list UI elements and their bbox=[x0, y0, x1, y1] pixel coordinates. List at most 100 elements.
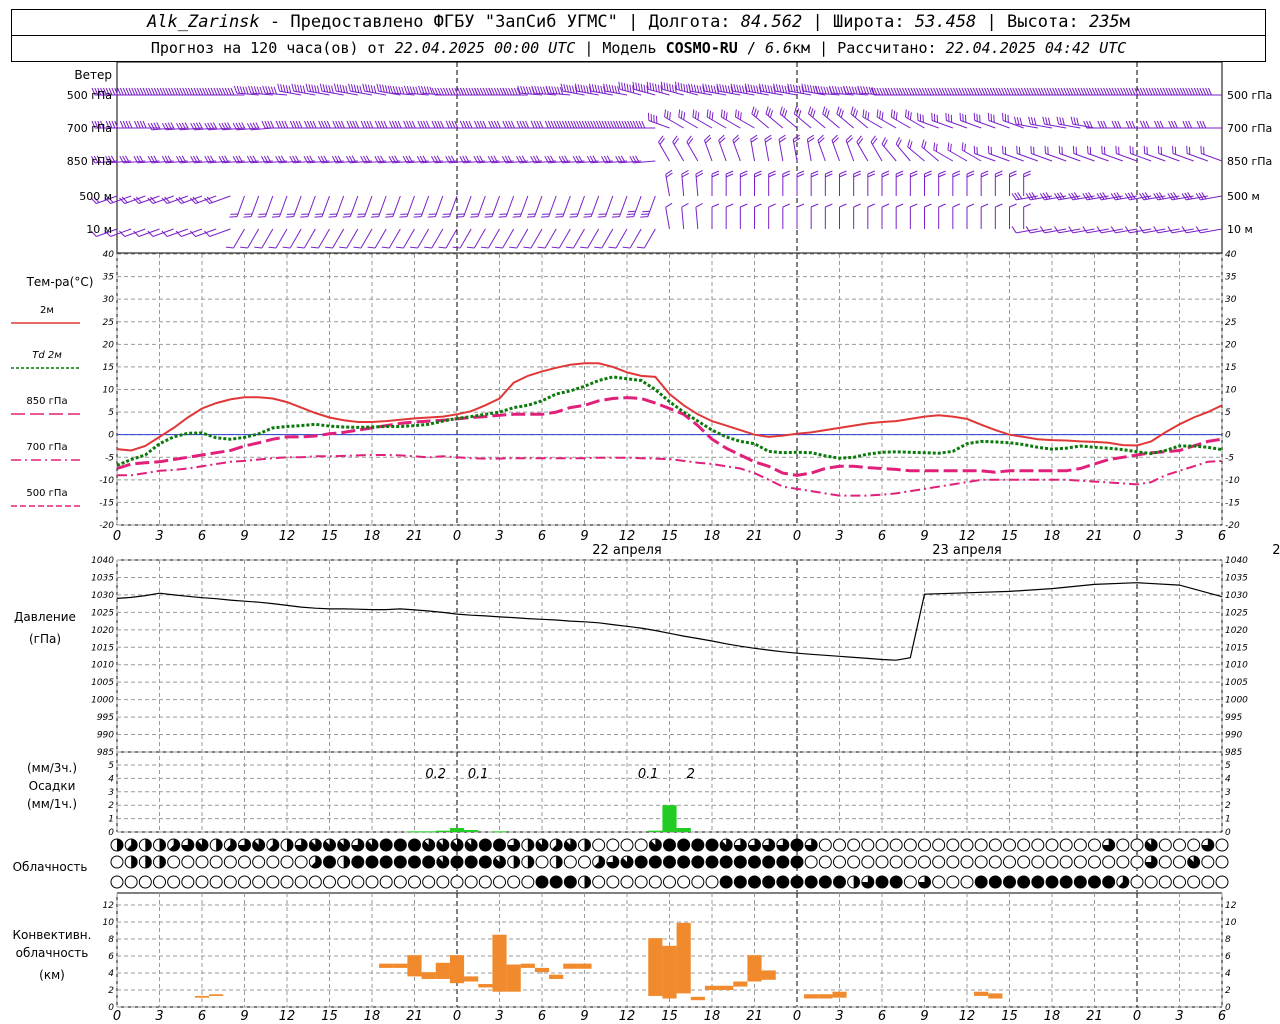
wind-barb bbox=[572, 155, 599, 164]
wind-barb-staff bbox=[236, 127, 259, 131]
wind-barb bbox=[105, 155, 132, 164]
cloud-circle bbox=[804, 855, 818, 869]
cloud-fill bbox=[791, 876, 803, 888]
cloud-symbol bbox=[238, 875, 251, 889]
wind-barb-feather bbox=[479, 87, 484, 96]
wind-barb-staff bbox=[750, 139, 755, 162]
wind-level-label: 500 м bbox=[1227, 190, 1260, 203]
precip-tick-label: 1 bbox=[108, 815, 114, 825]
cloud-symbol bbox=[974, 855, 988, 869]
cloud-symbol bbox=[804, 838, 818, 852]
wind-barb-feather bbox=[725, 203, 734, 208]
cloud-fill bbox=[323, 839, 336, 852]
cloud-symbol bbox=[1173, 855, 1186, 869]
wind-barb-feather bbox=[216, 87, 221, 96]
wind-barb-feather bbox=[1077, 87, 1082, 96]
wind-barb bbox=[808, 106, 826, 129]
cloud-circle bbox=[918, 855, 931, 869]
computed-label: Рассчитано: bbox=[837, 39, 937, 57]
wind-barb-feather bbox=[420, 120, 425, 129]
wind-barb-feather bbox=[296, 246, 305, 249]
wind-barb bbox=[890, 109, 911, 129]
wind-barb-feather bbox=[104, 197, 111, 204]
wind-barb-feather bbox=[233, 85, 238, 94]
cloud-fill bbox=[380, 839, 393, 851]
wind-barb-feather bbox=[636, 246, 645, 249]
wind-barb-staff bbox=[1186, 153, 1209, 162]
wind-barb-feather bbox=[111, 120, 116, 129]
wind-barb-feather bbox=[394, 155, 399, 163]
wind-barb bbox=[622, 228, 642, 249]
model-sep: / bbox=[746, 39, 756, 57]
wind-barb bbox=[725, 203, 734, 229]
wind-barb-feather bbox=[1145, 120, 1150, 129]
cloud-symbol bbox=[280, 838, 294, 852]
wind-barb-feather bbox=[879, 110, 881, 119]
wind-barb-feather bbox=[339, 246, 347, 249]
wind-barb-feather bbox=[854, 110, 859, 118]
cloud-fill bbox=[876, 876, 888, 888]
wind-barb-staff bbox=[289, 228, 302, 249]
cloud-symbol bbox=[308, 875, 322, 889]
cloud-circle bbox=[1158, 838, 1172, 852]
wind-barb-feather bbox=[288, 85, 292, 94]
wind-barb-feather bbox=[105, 87, 110, 96]
cloud-symbol bbox=[705, 838, 719, 852]
cloud-fill bbox=[337, 839, 350, 851]
cloud-circle bbox=[634, 838, 648, 852]
wind-barb-feather bbox=[1073, 192, 1079, 200]
wind-barb-feather bbox=[1071, 192, 1077, 200]
cloud-symbol bbox=[1187, 855, 1201, 869]
wind-barb-feather bbox=[1015, 87, 1020, 96]
cloud-circle bbox=[153, 875, 166, 889]
wind-barb-feather bbox=[353, 246, 362, 249]
wind-barb-feather bbox=[1188, 87, 1193, 96]
cloud-symbol bbox=[918, 855, 931, 869]
wind-barb-feather bbox=[1096, 193, 1102, 201]
cloud-symbol bbox=[379, 875, 393, 889]
wind-barb-feather bbox=[578, 120, 583, 129]
wind-barb-feather bbox=[870, 87, 875, 96]
wind-barb-feather bbox=[182, 87, 187, 96]
cloud-fill bbox=[408, 856, 421, 868]
wind-barb-feather bbox=[544, 120, 549, 129]
wind-barb bbox=[473, 155, 500, 164]
wind-barb-staff bbox=[236, 160, 259, 164]
wind-barb-feather bbox=[601, 120, 606, 129]
wind-barb-feather bbox=[846, 137, 854, 144]
wind-barb-staff bbox=[1200, 228, 1223, 234]
wind-barb-feather bbox=[966, 173, 975, 178]
cloud-fill bbox=[989, 876, 1002, 888]
wind-barb bbox=[1002, 112, 1024, 129]
wind-barb-feather bbox=[758, 83, 762, 92]
wind-barb bbox=[1026, 87, 1052, 96]
cloud-circle bbox=[563, 855, 577, 869]
cloud-fill bbox=[117, 839, 123, 851]
cloud-fill bbox=[833, 876, 846, 888]
wind-barb-feather bbox=[612, 120, 617, 129]
wind-barb-feather bbox=[401, 86, 405, 95]
wind-barb-feather bbox=[854, 86, 858, 95]
hour-tick-label: 21 bbox=[406, 529, 423, 544]
wind-barb-feather bbox=[264, 120, 269, 129]
wind-barb-feather bbox=[1039, 193, 1045, 201]
cloud-symbol bbox=[422, 875, 436, 889]
wind-barb-staff bbox=[208, 160, 231, 164]
wind-barb-feather bbox=[995, 170, 1003, 175]
cloud-symbol bbox=[1144, 875, 1158, 889]
wind-barb-feather bbox=[704, 134, 711, 141]
cloud-symbol bbox=[549, 855, 563, 869]
cloud-fill bbox=[493, 856, 506, 868]
cloud-symbol bbox=[521, 875, 535, 889]
wind-barb-feather bbox=[782, 173, 791, 178]
cloud-symbol bbox=[1215, 875, 1229, 889]
wind-barb-feather bbox=[967, 87, 972, 96]
wind-barb-feather bbox=[828, 85, 833, 94]
wind-barb-feather bbox=[389, 85, 394, 94]
t700-line bbox=[117, 454, 1223, 497]
wind-barb-feather bbox=[736, 84, 739, 93]
wind-barb-feather bbox=[232, 155, 238, 164]
cloud-symbol bbox=[861, 838, 875, 852]
wind-barb-feather bbox=[706, 109, 709, 118]
